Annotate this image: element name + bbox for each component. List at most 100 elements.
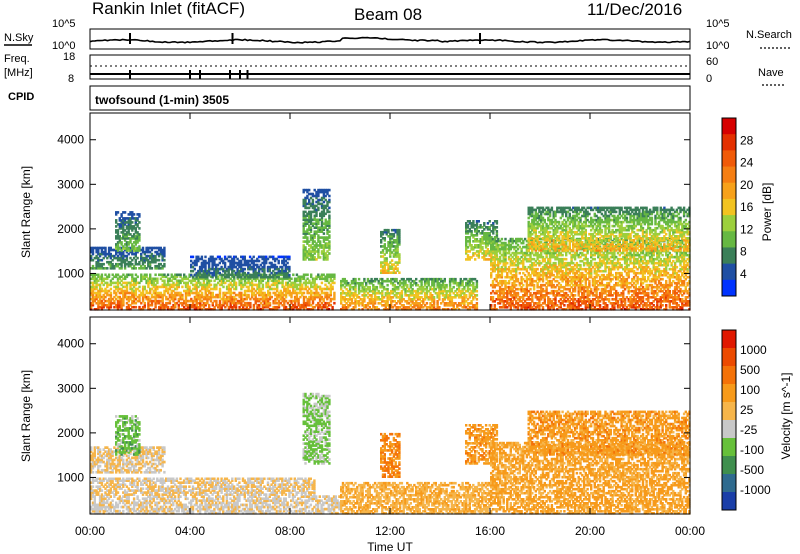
echo-cell (122, 299, 125, 303)
echo-cell (127, 247, 130, 250)
echo-cell (100, 281, 104, 285)
echo-cell (317, 250, 320, 253)
echo-cell (161, 275, 164, 279)
echo-cell (398, 241, 401, 244)
echo-cell (116, 250, 120, 254)
echo-cell (466, 258, 470, 261)
echo-cell (306, 277, 309, 281)
echo-cell (559, 289, 562, 293)
echo-cell (420, 277, 423, 281)
echo-cell (123, 211, 127, 214)
echo-cell (93, 256, 96, 260)
echo-cell (511, 245, 514, 249)
echo-cell (200, 283, 204, 287)
echo-cell (373, 287, 377, 291)
echo-cell (575, 269, 579, 273)
echo-cell (488, 238, 491, 241)
echo-cell (170, 279, 173, 283)
echo-cell (186, 281, 189, 285)
echo-cell (520, 289, 523, 293)
echo-cell (509, 277, 512, 281)
echo-cell (429, 302, 432, 305)
echo-cell (166, 308, 170, 311)
echo-cell (573, 255, 577, 259)
echo-cell (274, 305, 277, 309)
echo-cell (268, 277, 272, 281)
echo-cell (256, 275, 259, 279)
echo-cell (385, 251, 388, 254)
echo-cell (495, 239, 498, 243)
echo-cell (175, 301, 179, 305)
echo-cell (498, 281, 502, 285)
echo-cell (256, 283, 259, 287)
echo-cell (159, 285, 163, 289)
echo-cell (570, 294, 573, 297)
echo-cell (547, 300, 550, 303)
echo-cell (268, 265, 271, 269)
echo-cell (406, 285, 409, 289)
echo-cell (490, 224, 493, 227)
echo-cell (288, 299, 291, 303)
echo-cell (97, 293, 100, 297)
echo-cell (120, 219, 123, 222)
echo-cell (284, 259, 287, 263)
echo-cell (150, 258, 154, 262)
echo-cell (163, 293, 166, 297)
echo-cell (252, 283, 256, 287)
echo-cell (568, 267, 571, 271)
echo-cell (310, 295, 313, 299)
echo-cell (234, 273, 238, 277)
echo-cell (563, 296, 566, 299)
echo-cell (125, 243, 129, 246)
echo-cell (509, 291, 512, 295)
echo-cell (495, 220, 499, 223)
echo-cell (547, 267, 550, 271)
echo-cell (326, 258, 329, 261)
echo-cell (309, 218, 313, 222)
echo-cell (475, 226, 479, 229)
echo-cell (100, 252, 104, 256)
echo-cell (265, 255, 268, 259)
echo-cell (120, 305, 123, 309)
echo-cell (413, 302, 416, 305)
echo-cell (468, 230, 471, 233)
echo-cell (286, 257, 289, 261)
echo-cell (398, 228, 401, 232)
echo-cell (124, 277, 127, 281)
echo-cell (159, 303, 163, 307)
echo-cell (536, 283, 539, 287)
echo-cell (352, 277, 355, 281)
echo-cell (394, 267, 397, 270)
echo-cell (306, 190, 309, 194)
echo-cell (222, 277, 225, 281)
echo-cell (506, 296, 509, 299)
echo-cell (390, 302, 393, 305)
echo-cell (511, 261, 514, 265)
echo-cell (490, 239, 493, 243)
echo-cell (211, 265, 214, 269)
echo-cell (497, 298, 500, 301)
echo-cell (357, 304, 361, 307)
echo-cell (234, 265, 237, 269)
echo-cell (396, 269, 399, 272)
echo-cell (115, 245, 118, 248)
echo-cell (457, 285, 461, 289)
echo-cell (354, 287, 357, 291)
echo-cell (250, 275, 254, 279)
echo-cell (472, 240, 475, 243)
echo-cell (158, 273, 161, 277)
echo-cell (331, 287, 334, 291)
echo-cell (317, 244, 320, 247)
echo-cell (240, 299, 243, 303)
echo-cell (397, 300, 400, 303)
echo-cell (224, 301, 227, 305)
echo-cell (513, 245, 516, 249)
echo-cell (156, 277, 159, 281)
echo-cell (233, 273, 236, 277)
echo-cell (328, 218, 331, 222)
freq-tick-top: 18 (63, 51, 75, 63)
echo-cell (166, 291, 170, 295)
echo-cell (109, 301, 113, 305)
echo-cell (270, 265, 273, 269)
echo-cell (333, 295, 336, 299)
